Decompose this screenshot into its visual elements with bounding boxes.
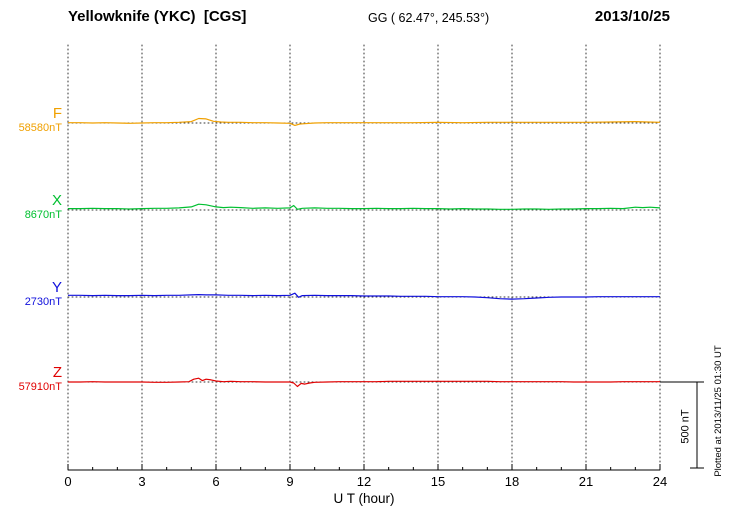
trace-X [68, 203, 661, 210]
plot-date: 2013/10/25 [594, 8, 670, 25]
geographic-coordinates: GG ( 62.47°, 245.53°) [368, 11, 490, 25]
scale-bar-label: 500 nT [679, 409, 692, 444]
x-tick-label-12: 12 [356, 474, 372, 489]
trace-baseline-x: 8670nT [24, 209, 62, 221]
x-axis-label: U T (hour) [333, 491, 395, 506]
trace-baseline-f: 58580nT [18, 122, 62, 134]
x-tick-label-18: 18 [504, 474, 520, 489]
page-title: Yellowknife (YKC) [CGS] [68, 8, 247, 25]
trace-Y [68, 292, 660, 300]
trace-letter-f: F [52, 105, 62, 122]
x-tick-label-6: 6 [212, 474, 220, 489]
trace-label-x: X 8670nT [0, 193, 62, 222]
trace-letter-x: X [51, 192, 62, 209]
x-tick-label-9: 9 [286, 474, 294, 489]
x-tick-label-21: 21 [578, 474, 594, 489]
trace-Z [68, 377, 660, 388]
x-tick-label-3: 3 [138, 474, 146, 489]
trace-letter-z: Z [52, 364, 62, 381]
trace-label-z: Z 57910nT [0, 365, 62, 394]
x-tick-label-24: 24 [652, 474, 668, 489]
trace-baseline-y: 2730nT [24, 296, 62, 308]
trace-label-y: Y 2730nT [0, 280, 62, 309]
x-tick-label-15: 15 [430, 474, 446, 489]
trace-F [68, 117, 661, 127]
trace-baseline-z: 57910nT [18, 381, 62, 393]
trace-letter-y: Y [51, 279, 62, 296]
plotted-at-note: Plotted at 2013/11/25 01:30 UT [713, 345, 724, 477]
x-tick-label-0: 0 [64, 474, 72, 489]
trace-label-f: F 58580nT [0, 106, 62, 135]
